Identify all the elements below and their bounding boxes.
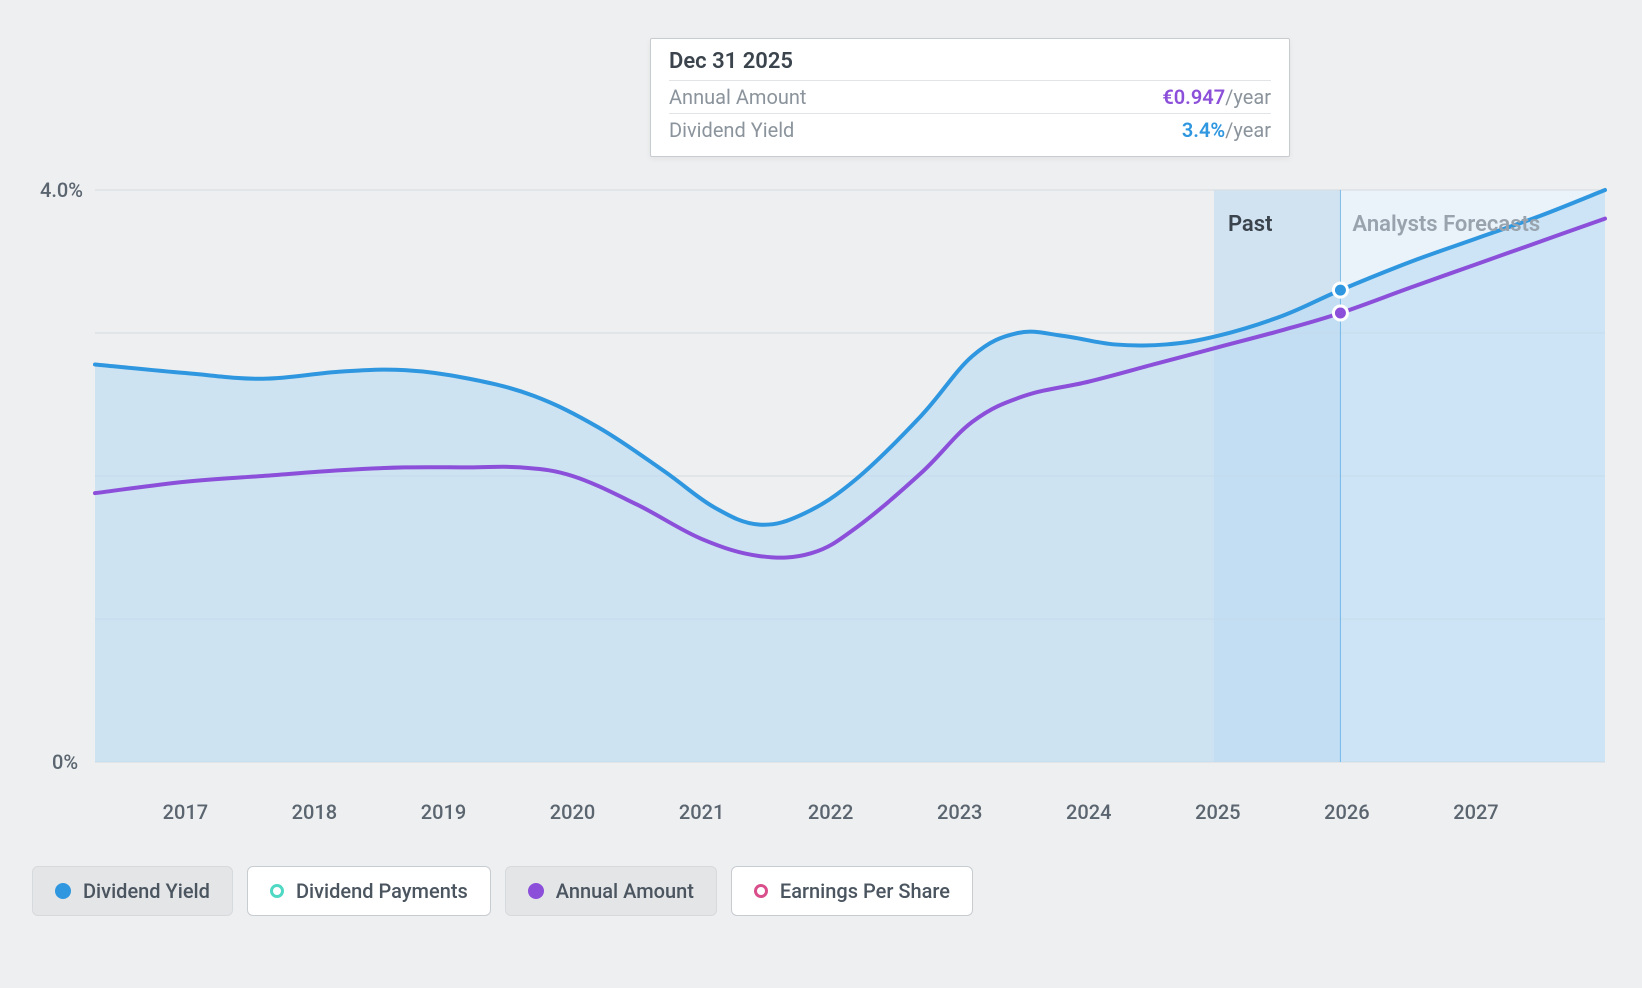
- x-axis-label: 2020: [550, 800, 595, 824]
- x-axis-label: 2025: [1195, 800, 1240, 824]
- tooltip-row-dividend-yield: Dividend Yield 3.4%/year: [669, 113, 1271, 146]
- tooltip-row-annual-amount: Annual Amount €0.947/year: [669, 80, 1271, 113]
- legend-marker-icon: [270, 884, 284, 898]
- x-axis-label: 2026: [1324, 800, 1369, 824]
- legend-marker-icon: [528, 883, 544, 899]
- chart-container: { "chart": { "type": "area-line", "plot"…: [0, 0, 1642, 988]
- x-axis-label: 2021: [679, 800, 724, 824]
- legend-label: Dividend Yield: [83, 879, 210, 903]
- chart-tooltip: Dec 31 2025 Annual Amount €0.947/year Di…: [650, 38, 1290, 157]
- legend-label: Annual Amount: [556, 879, 694, 903]
- x-axis-label: 2017: [163, 800, 208, 824]
- tooltip-value: €0.947/year: [1162, 85, 1271, 109]
- x-axis-label: 2019: [421, 800, 466, 824]
- x-axis-label: 2027: [1453, 800, 1498, 824]
- legend-label: Earnings Per Share: [780, 879, 950, 903]
- tooltip-date: Dec 31 2025: [669, 49, 1271, 80]
- tooltip-label: Dividend Yield: [669, 118, 794, 142]
- legend-marker-icon: [55, 883, 71, 899]
- legend-item-earnings-per-share[interactable]: Earnings Per Share: [731, 866, 973, 916]
- region-label-past: Past: [1228, 212, 1273, 237]
- tooltip-value: 3.4%/year: [1182, 118, 1271, 142]
- y-axis-label-4: 4.0%: [40, 178, 83, 202]
- legend-item-dividend-yield[interactable]: Dividend Yield: [32, 866, 233, 916]
- x-axis-label: 2018: [292, 800, 337, 824]
- chart-legend: Dividend Yield Dividend Payments Annual Am…: [32, 866, 973, 916]
- x-axis-label: 2024: [1066, 800, 1111, 824]
- x-axis-label: 2022: [808, 800, 853, 824]
- legend-marker-icon: [754, 884, 768, 898]
- y-axis-label-0: 0%: [52, 750, 78, 774]
- x-axis-label: 2023: [937, 800, 982, 824]
- region-label-forecast: Analysts Forecasts: [1352, 212, 1540, 237]
- legend-item-dividend-payments[interactable]: Dividend Payments: [247, 866, 491, 916]
- legend-item-annual-amount[interactable]: Annual Amount: [505, 866, 717, 916]
- tooltip-label: Annual Amount: [669, 85, 806, 109]
- legend-label: Dividend Payments: [296, 879, 468, 903]
